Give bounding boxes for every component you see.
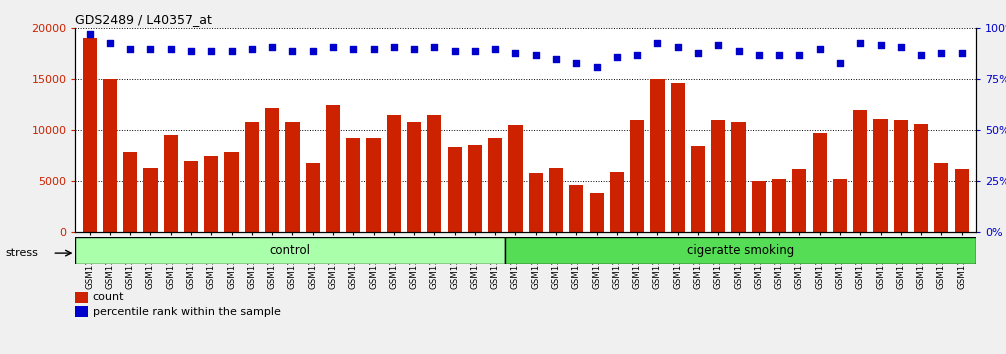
Point [447, 48, 463, 53]
Point [792, 52, 808, 58]
Point [690, 50, 706, 56]
Point [163, 46, 179, 52]
Point [609, 54, 625, 60]
Bar [793, 169, 807, 232]
Bar [529, 173, 543, 232]
Bar [671, 83, 685, 232]
Bar [569, 185, 583, 232]
Point [427, 44, 443, 50]
Point [589, 64, 605, 70]
Point [934, 50, 950, 56]
Point [750, 52, 767, 58]
Bar [448, 147, 462, 232]
Bar [691, 147, 705, 232]
Bar [75, 237, 505, 264]
Point [467, 48, 483, 53]
Point [954, 50, 970, 56]
Point [305, 48, 321, 53]
Point [385, 44, 401, 50]
Point [629, 52, 645, 58]
Point [730, 48, 746, 53]
Bar [144, 168, 158, 232]
Bar [549, 168, 563, 232]
Point [507, 50, 523, 56]
Point [243, 46, 260, 52]
Bar [407, 122, 422, 232]
Bar [488, 138, 502, 232]
Point [812, 46, 828, 52]
Text: count: count [93, 292, 124, 302]
Point [406, 46, 423, 52]
Point [670, 44, 686, 50]
Bar [751, 181, 766, 232]
Bar [610, 172, 624, 232]
Bar [893, 120, 907, 232]
Bar [914, 124, 929, 232]
Point [832, 60, 848, 66]
Bar [711, 120, 725, 232]
Text: control: control [270, 244, 311, 257]
Bar [164, 135, 178, 232]
Point [568, 60, 584, 66]
Bar [224, 153, 238, 232]
Point [872, 42, 888, 47]
Bar [731, 122, 745, 232]
Point [487, 46, 503, 52]
Text: cigeratte smoking: cigeratte smoking [687, 244, 794, 257]
Bar [873, 119, 887, 232]
Bar [590, 193, 604, 232]
Point [548, 56, 564, 62]
Point [771, 52, 787, 58]
Bar [265, 108, 280, 232]
Bar [508, 125, 522, 232]
Bar [244, 122, 259, 232]
Bar [386, 115, 401, 232]
Bar [833, 179, 847, 232]
Point [143, 46, 159, 52]
Bar [103, 79, 117, 232]
Point [528, 52, 544, 58]
Bar [935, 163, 949, 232]
Bar [955, 169, 969, 232]
Bar [853, 110, 867, 232]
Point [913, 52, 930, 58]
Text: percentile rank within the sample: percentile rank within the sample [93, 307, 281, 316]
Bar [82, 39, 97, 232]
Point [203, 48, 219, 53]
Bar [650, 79, 665, 232]
Bar [326, 105, 340, 232]
Point [325, 44, 341, 50]
Bar [468, 145, 482, 232]
Bar [204, 155, 218, 232]
Bar [505, 237, 976, 264]
Text: GDS2489 / L40357_at: GDS2489 / L40357_at [75, 13, 212, 26]
Point [285, 48, 301, 53]
Point [183, 48, 199, 53]
Point [892, 44, 908, 50]
Point [223, 48, 239, 53]
Bar [428, 115, 442, 232]
Bar [772, 179, 787, 232]
Point [710, 42, 726, 47]
Text: stress: stress [5, 248, 38, 258]
Bar [123, 153, 137, 232]
Bar [346, 138, 360, 232]
Point [650, 40, 666, 45]
Point [81, 32, 98, 37]
Bar [366, 138, 380, 232]
Point [345, 46, 361, 52]
Point [852, 40, 868, 45]
Point [102, 40, 118, 45]
Bar [630, 120, 644, 232]
Bar [286, 122, 300, 232]
Point [265, 44, 281, 50]
Point [122, 46, 138, 52]
Bar [184, 161, 198, 232]
Point [365, 46, 381, 52]
Bar [813, 133, 827, 232]
Bar [306, 163, 320, 232]
